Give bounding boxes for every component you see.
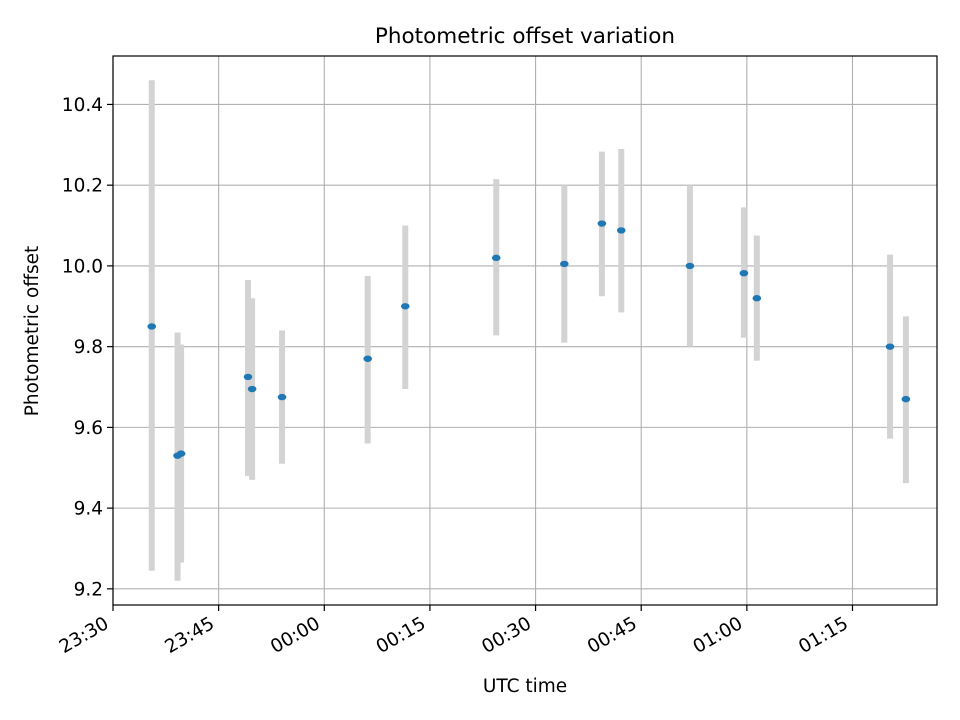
y-tick-label: 9.2: [74, 579, 103, 600]
data-point: [739, 269, 749, 277]
plot-frame: [112, 55, 938, 606]
x-tick-label: 00:30: [478, 613, 535, 658]
chart-title: Photometric offset variation: [375, 24, 675, 49]
grid: [112, 56, 937, 605]
data-point: [243, 373, 253, 381]
data-point: [491, 254, 501, 262]
x-axis-label: UTC time: [483, 676, 567, 697]
y-tick-label: 10.0: [62, 256, 103, 277]
data-point: [176, 450, 186, 457]
data-point: [400, 303, 410, 310]
data-point: [685, 262, 695, 270]
data-point: [752, 295, 762, 302]
x-tick-label: 00:15: [373, 613, 430, 658]
y-axis-label: Photometric offset: [22, 246, 43, 417]
y-tick-label: 9.8: [74, 337, 103, 358]
data-point: [560, 260, 569, 268]
x-tick-label: 00:45: [584, 613, 641, 658]
data-point: [616, 227, 626, 234]
x-tick-label: 01:15: [795, 613, 852, 658]
data-point: [885, 343, 895, 350]
y-tick-label: 10.2: [62, 176, 103, 197]
data-point: [277, 393, 287, 401]
data-point: [363, 355, 373, 362]
error-bars: [148, 80, 909, 581]
data-point: [247, 385, 257, 393]
data-point: [597, 220, 607, 227]
data-points: [147, 220, 911, 459]
x-tick-label: 00:00: [267, 613, 324, 658]
x-tick-label: 23:45: [161, 613, 218, 658]
x-tick-label: 01:00: [690, 613, 747, 658]
y-tick-label: 9.4: [74, 499, 103, 520]
data-point: [901, 395, 911, 403]
y-tick-label: 9.6: [74, 418, 103, 439]
x-tick-label: 23:30: [56, 613, 113, 658]
data-point: [147, 323, 157, 330]
y-tick-label: 10.4: [62, 95, 103, 116]
